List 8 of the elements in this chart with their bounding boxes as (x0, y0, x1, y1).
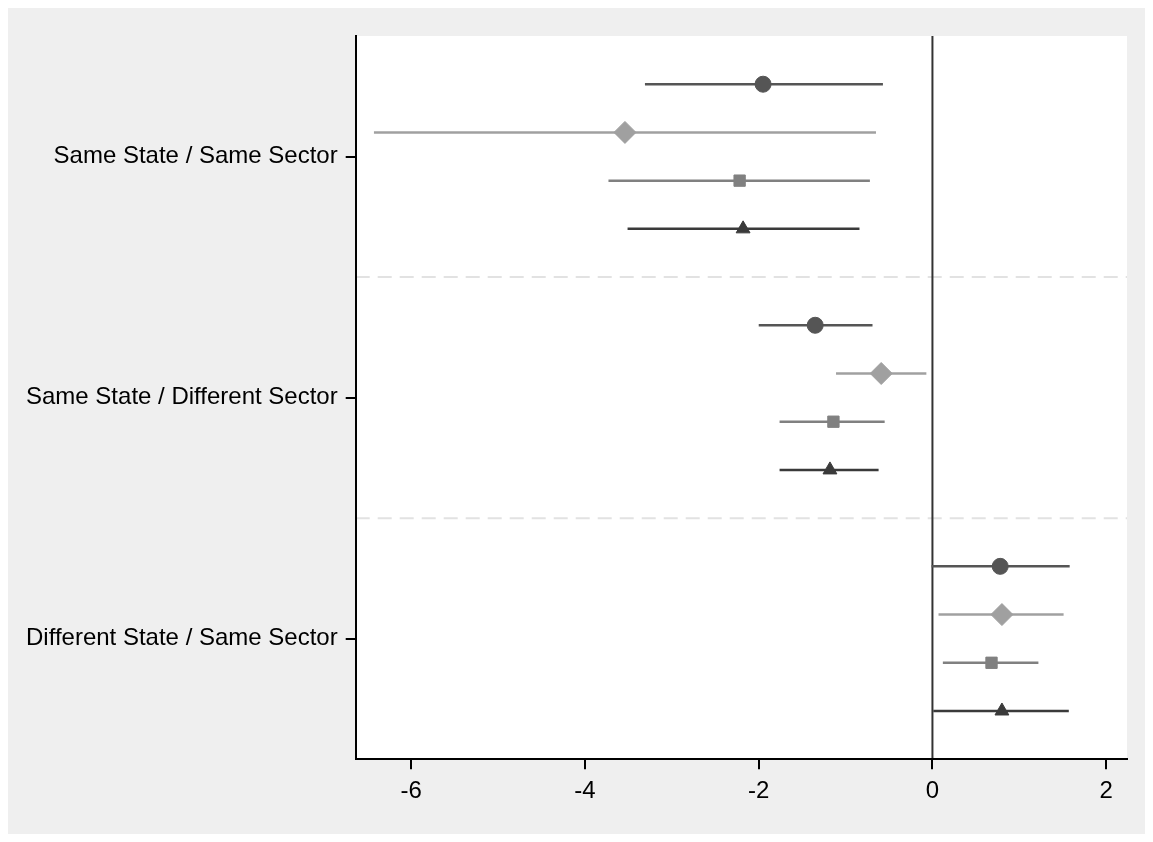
x-tick-label: 2 (1099, 776, 1113, 804)
x-tick-label: -6 (400, 776, 422, 804)
y-tick-label: Same State / Same Sector (53, 141, 338, 169)
x-tick-label: 0 (925, 776, 940, 804)
x-tick-label: -2 (748, 776, 770, 804)
y-tick-label: Different State / Same Sector (25, 623, 338, 651)
x-tick-label: -4 (574, 776, 596, 804)
y-tick-label: Same State / Different Sector (25, 382, 338, 410)
